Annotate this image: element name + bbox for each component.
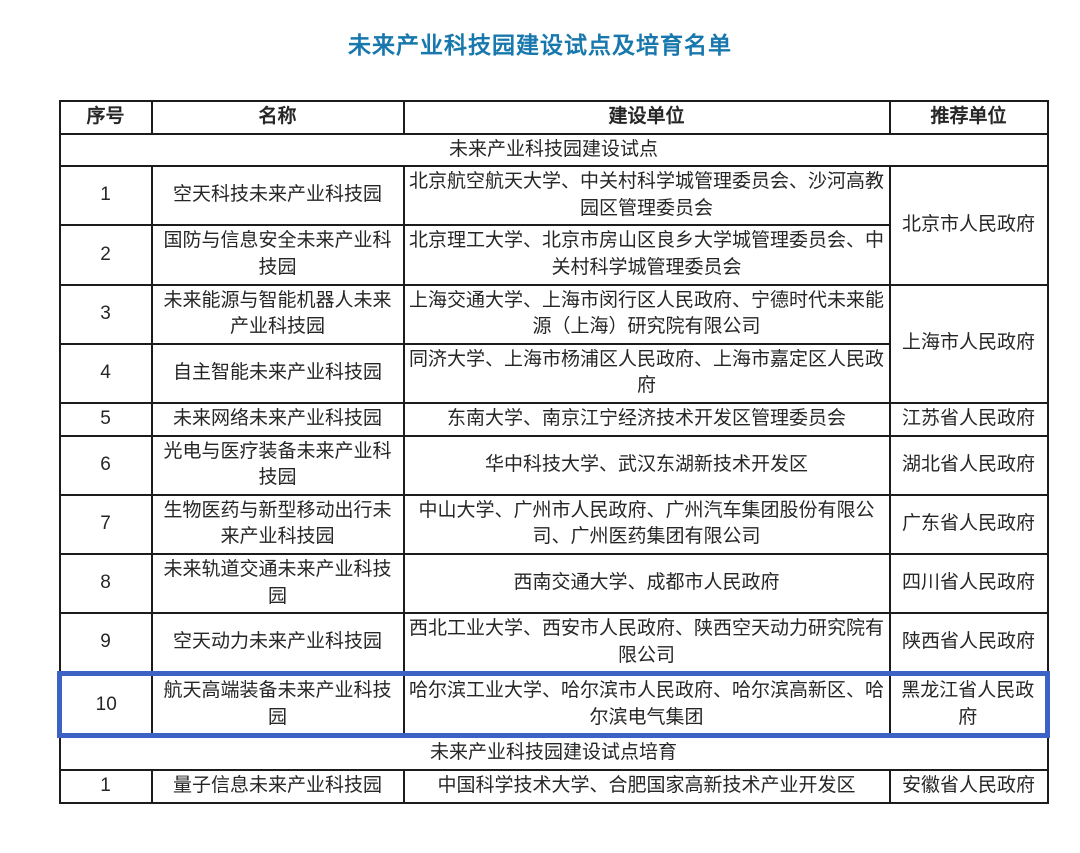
park-name-cell: 量子信息未来产业科技园	[150, 769, 405, 804]
recommending-unit-cell: 北京市人民政府	[888, 165, 1049, 286]
col-header-recommender: 推荐单位	[888, 100, 1049, 135]
park-name-cell: 航天高端装备未来产业科技园	[150, 671, 405, 739]
col-header-name: 名称	[150, 100, 405, 135]
table-row-highlighted: 10 航天高端装备未来产业科技园 哈尔滨工业大学、哈尔滨市人民政府、哈尔滨高新区、哈…	[57, 671, 1050, 739]
park-name-cell: 自主智能未来产业科技园	[150, 342, 405, 404]
construction-units-cell: 同济大学、上海市杨浦区人民政府、上海市嘉定区人民政府	[402, 342, 891, 404]
table-row: 5 未来网络未来产业科技园 东南大学、南京江宁经济技术开发区管理委员会 江苏省人民政府	[58, 401, 1049, 437]
construction-units-cell: 华中科技大学、武汉东湖新技术开发区	[402, 434, 891, 496]
section-row: 未来产业科技园建设试点	[58, 132, 1049, 168]
recommending-unit-cell: 四川省人民政府	[888, 552, 1049, 615]
parks-table-body: 未来产业科技园建设试点 1 空天科技未来产业科技园 北京航空航天大学、中关村科学城管理…	[57, 132, 1050, 804]
park-name-cell: 未来轨道交通未来产业科技园	[150, 552, 405, 615]
row-index-cell: 1	[58, 769, 153, 804]
header-row: 序号 名称 建设单位 推荐单位	[58, 100, 1049, 135]
section-title: 未来产业科技园建设试点	[58, 132, 1049, 168]
row-index-cell: 10	[57, 671, 153, 739]
table-row: 4 自主智能未来产业科技园 同济大学、上海市杨浦区人民政府、上海市嘉定区人民政府	[58, 342, 1048, 404]
table-row: 1 空天科技未来产业科技园 北京航空航天大学、中关村科学城管理委员会、沙河高教园区管…	[58, 165, 1049, 286]
row-index-cell: 7	[58, 493, 153, 555]
parks-table: 序号 名称 建设单位 推荐单位 未来产业科技园建设试点 1 空天科技未来产业科技园北…	[57, 100, 1050, 804]
table-header: 序号 名称 建设单位 推荐单位	[58, 100, 1049, 135]
construction-units-cell: 北京理工大学、北京市房山区良乡大学城管理委员会、中关村科学城管理委员会	[402, 224, 891, 286]
row-index-cell: 3	[58, 283, 153, 345]
construction-units-cell: 北京航空航天大学、中关村科学城管理委员会、沙河高教园区管理委员会	[402, 165, 891, 227]
recommending-unit-cell: 陕西省人民政府	[888, 612, 1049, 675]
recommending-unit-cell: 江苏省人民政府	[888, 401, 1049, 437]
recommending-unit-cell: 广东省人民政府	[888, 493, 1049, 555]
row-index-cell: 2	[58, 224, 153, 286]
row-index-cell: 8	[58, 552, 153, 615]
park-name-cell: 空天动力未来产业科技园	[150, 612, 405, 675]
construction-units-cell: 东南大学、南京江宁经济技术开发区管理委员会	[402, 401, 891, 437]
construction-units-cell: 上海交通大学、上海市闵行区人民政府、宁德时代未来能源（上海）研究院有限公司	[402, 283, 891, 345]
park-name-cell: 未来网络未来产业科技园	[150, 401, 405, 437]
recommending-unit-cell: 安徽省人民政府	[888, 769, 1049, 804]
table-row: 7 生物医药与新型移动出行未来产业科技园 中山大学、广州市人民政府、广州汽车集团股份…	[58, 493, 1049, 555]
construction-units-cell: 中国科学技术大学、合肥国家高新技术产业开发区	[402, 769, 891, 804]
row-index-cell: 4	[58, 342, 153, 404]
col-header-index: 序号	[58, 100, 153, 135]
col-header-builders: 建设单位	[402, 100, 891, 135]
section-title: 未来产业科技园建设试点培育	[58, 734, 1049, 772]
park-name-cell: 生物医药与新型移动出行未来产业科技园	[150, 493, 405, 555]
row-index-cell: 9	[58, 612, 153, 675]
table-row: 3 未来能源与智能机器人未来产业科技园 上海交通大学、上海市闵行区人民政府、宁德时代…	[58, 283, 1049, 404]
construction-units-cell: 哈尔滨工业大学、哈尔滨市人民政府、哈尔滨高新区、哈尔滨电气集团	[402, 671, 891, 739]
park-name-cell: 国防与信息安全未来产业科技园	[150, 224, 405, 286]
construction-units-cell: 西南交通大学、成都市人民政府	[402, 552, 891, 615]
row-index-cell: 5	[58, 401, 153, 437]
row-index-cell: 1	[58, 165, 153, 227]
construction-units-cell: 中山大学、广州市人民政府、广州汽车集团股份有限公司、广州医药集团有限公司	[402, 493, 891, 555]
section-row: 未来产业科技园建设试点培育	[58, 734, 1049, 772]
construction-units-cell: 西北工业大学、西安市人民政府、陕西空天动力研究院有限公司	[402, 612, 891, 675]
table-row: 6 光电与医疗装备未来产业科技园 华中科技大学、武汉东湖新技术开发区 湖北省人民政府	[58, 434, 1049, 496]
document-page: 未来产业科技园建设试点及培育名单 序号 名称 建设单位 推荐单位 未来产业科技园…	[0, 26, 1080, 804]
table-row: 9 空天动力未来产业科技园 西北工业大学、西安市人民政府、陕西空天动力研究院有限公司…	[58, 612, 1049, 675]
recommending-unit-cell: 湖北省人民政府	[888, 434, 1049, 496]
table-row: 2 国防与信息安全未来产业科技园 北京理工大学、北京市房山区良乡大学城管理委员会、中…	[58, 224, 1048, 286]
row-index-cell: 6	[58, 434, 153, 496]
table-row: 8 未来轨道交通未来产业科技园 西南交通大学、成都市人民政府 四川省人民政府	[58, 552, 1049, 615]
page-title: 未来产业科技园建设试点及培育名单	[348, 32, 732, 58]
park-name-cell: 光电与医疗装备未来产业科技园	[150, 434, 405, 496]
park-name-cell: 未来能源与智能机器人未来产业科技园	[150, 283, 405, 345]
park-name-cell: 空天科技未来产业科技园	[150, 165, 405, 227]
recommending-unit-cell: 上海市人民政府	[888, 283, 1049, 404]
table-row: 1 量子信息未来产业科技园 中国科学技术大学、合肥国家高新技术产业开发区 安徽省人民政…	[58, 769, 1049, 804]
recommending-unit-cell: 黑龙江省人民政府	[888, 671, 1050, 739]
